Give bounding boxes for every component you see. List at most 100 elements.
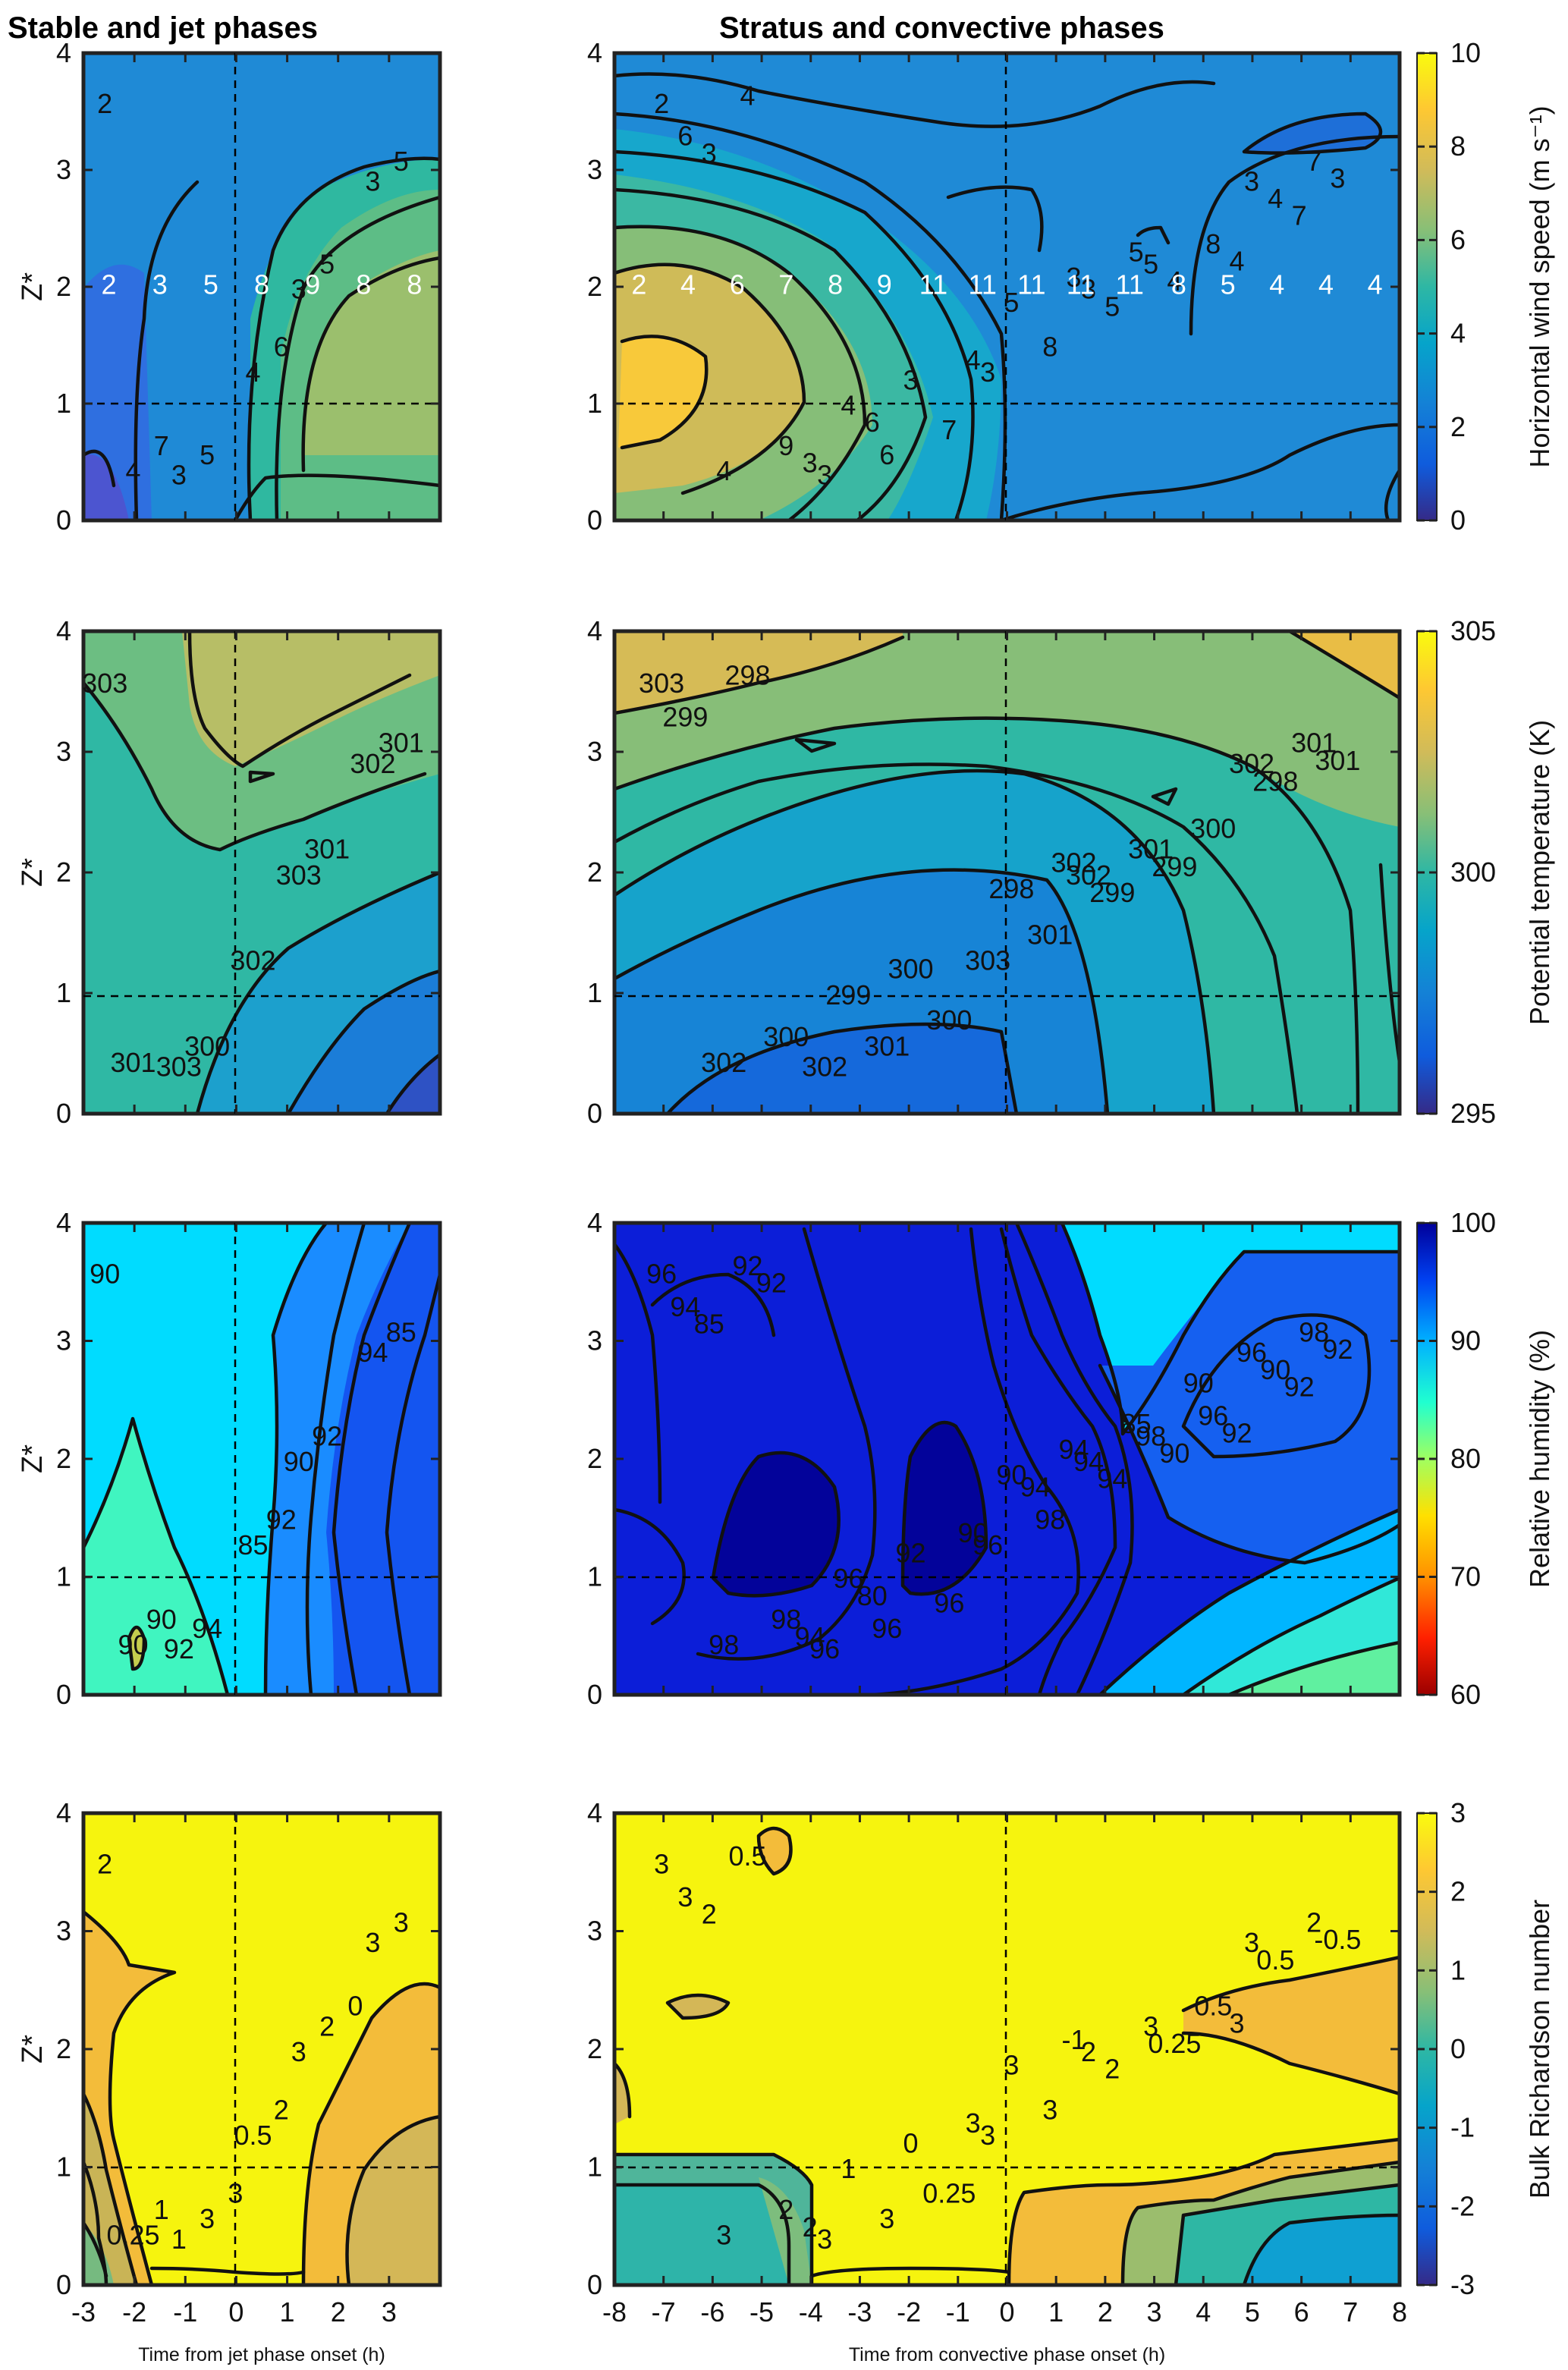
y-tick-label: 2: [587, 271, 602, 302]
panel-rh-right: [612, 1221, 1402, 1697]
contour-label: 2: [778, 2194, 793, 2225]
contour-label: 2: [654, 88, 669, 119]
contour-label: 302: [802, 1051, 847, 1083]
row-value-label: 11: [1116, 269, 1144, 300]
colorbar-tick-label: 2: [1450, 1876, 1466, 1907]
x-tick-label: 0: [999, 2296, 1014, 2328]
contour-label: 0: [347, 1991, 363, 2022]
contour-label: 2: [803, 2211, 818, 2243]
contour-label: 4: [966, 344, 981, 376]
title-right: Stratus and convective phases: [719, 11, 1164, 45]
y-tick-label: 1: [56, 2152, 71, 2183]
x-tick-label: 5: [1245, 2296, 1260, 2328]
row-value-label: 9: [877, 269, 892, 300]
x-tick-label: -2: [122, 2296, 146, 2328]
contour-label: 98: [709, 1630, 739, 1661]
contour-label: 92: [756, 1268, 787, 1299]
contour-label: 96: [934, 1588, 964, 1619]
contour-label: 92: [1284, 1372, 1315, 1403]
y-axis-label: Z*: [17, 2035, 49, 2064]
contour-label: 85: [386, 1316, 416, 1347]
x-axis-label-right: Time from convective phase onset (h): [849, 2344, 1165, 2365]
contour-label: 92: [164, 1633, 194, 1664]
y-tick-label: 4: [56, 37, 71, 68]
contour-label: 301: [110, 1047, 156, 1078]
y-tick-label: 0: [587, 2269, 602, 2300]
x-tick-label: -1: [173, 2296, 197, 2328]
contour-label: 3: [1143, 2010, 1158, 2042]
y-tick-label: 4: [56, 615, 71, 646]
contour-label: 2: [702, 1899, 717, 1930]
contour-label: 94: [670, 1291, 700, 1322]
contour-label: 92: [733, 1250, 763, 1281]
y-tick-label: 1: [587, 1561, 602, 1592]
y-tick-label: 0: [56, 504, 71, 536]
contour-label: 302: [350, 748, 395, 779]
contour-label: 3: [394, 1906, 409, 1938]
y-tick-label: 3: [587, 736, 602, 767]
colorbar-tick-label: 1: [1450, 1954, 1466, 1985]
x-tick-label: 3: [382, 2296, 397, 2328]
contour-label: 302: [701, 1047, 746, 1078]
colorbar-tick-label: -3: [1450, 2269, 1475, 2300]
contour-label: 90: [1183, 1367, 1214, 1398]
contour-label: 3: [291, 2036, 306, 2067]
row-value-label: 8: [254, 269, 269, 300]
x-tick-label: -2: [897, 2296, 921, 2328]
row-value-label: 2: [102, 269, 117, 300]
colorbar-tick-label: 8: [1450, 130, 1466, 162]
contour-label: 92: [266, 1504, 297, 1535]
contour-label: 90: [1260, 1354, 1290, 1385]
contour-label: 298: [1252, 765, 1298, 797]
y-tick-label: 4: [56, 1207, 71, 1238]
x-tick-label: 2: [1098, 2296, 1113, 2328]
contour-label: 92: [312, 1420, 342, 1451]
y-tick-label: 0: [56, 1098, 71, 1129]
contour-label: 98: [1136, 1420, 1166, 1451]
contour-label: 92: [896, 1538, 926, 1569]
colorbar-tick-label: -2: [1450, 2190, 1475, 2221]
y-tick-label: 3: [587, 1325, 602, 1356]
panel-ri-left: [81, 1811, 442, 2287]
contour-label: 5: [200, 439, 215, 470]
contour-label: 3: [200, 2203, 215, 2234]
contour-label: 3: [817, 459, 832, 490]
row-value-label: 11: [1067, 269, 1095, 300]
y-tick-label: 1: [587, 977, 602, 1008]
contour-label: 3: [1244, 1927, 1259, 1958]
row-value-label: 4: [1269, 269, 1284, 300]
x-tick-label: -1: [946, 2296, 970, 2328]
y-tick-label: 2: [56, 271, 71, 302]
contour-label: 302: [1051, 847, 1096, 879]
contour-label: 5: [1004, 287, 1019, 318]
contour-label: 5: [394, 146, 409, 177]
colorbar-tick-label: 4: [1450, 318, 1466, 349]
contour-label: 98: [1035, 1504, 1065, 1535]
x-tick-label: 3: [1147, 2296, 1162, 2328]
contour-label: 4: [245, 357, 260, 388]
contour-label: 3: [1004, 2049, 1019, 2080]
panel-theta-left: [81, 629, 442, 1116]
y-tick-label: 3: [56, 1325, 71, 1356]
y-tick-label: 0: [587, 1098, 602, 1129]
contour-label: 94: [1073, 1446, 1104, 1477]
y-tick-label: 4: [587, 1207, 602, 1238]
panel-theta-right: [612, 629, 1402, 1116]
contour-label: 0: [903, 2128, 919, 2159]
contour-label: 0.5: [1256, 1944, 1294, 1976]
contour-label: 0.25: [1148, 2028, 1201, 2059]
contour-label: 3: [171, 459, 187, 490]
contour-label: 3: [980, 2120, 995, 2151]
x-tick-label: 1: [280, 2296, 295, 2328]
x-tick-label: -8: [602, 2296, 627, 2328]
colorbar-label: Horizontal wind speed (m s⁻¹): [1524, 105, 1555, 467]
contour-label: 1: [841, 2153, 856, 2184]
x-tick-label: 1: [1048, 2296, 1064, 2328]
x-tick-label: 2: [331, 2296, 346, 2328]
y-tick-label: 2: [56, 2033, 71, 2064]
row-value-label: 11: [919, 269, 947, 300]
row-value-label: 5: [203, 269, 218, 300]
contour-label: 300: [888, 954, 933, 985]
panel-wind-left: [81, 51, 442, 523]
row-value-label: 7: [778, 269, 793, 300]
